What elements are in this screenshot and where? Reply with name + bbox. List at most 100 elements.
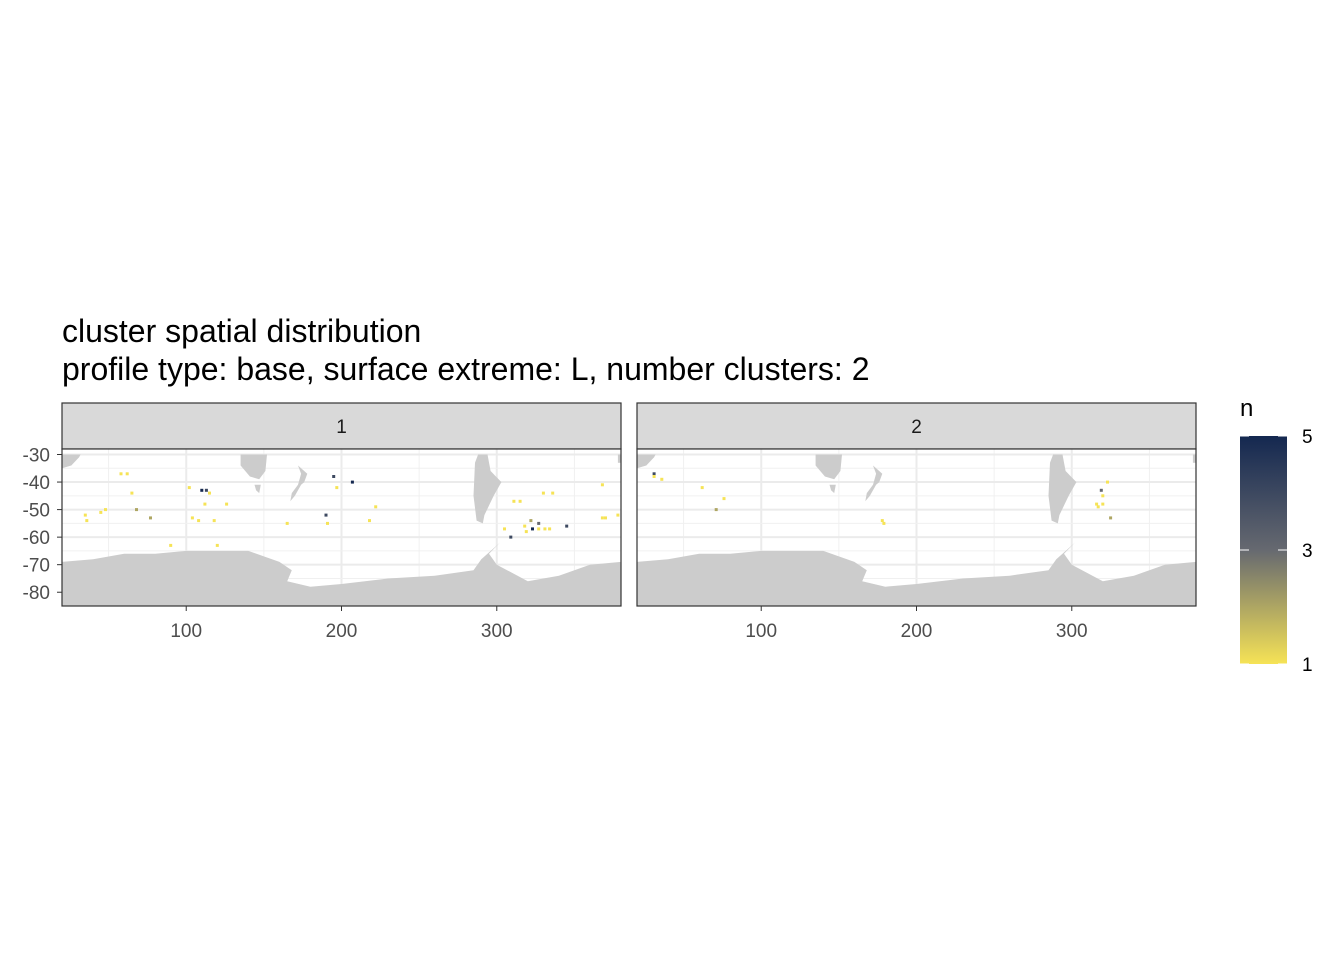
data-cell — [169, 543, 173, 547]
data-cell — [700, 486, 704, 490]
data-cell — [212, 519, 216, 523]
data-cell — [190, 516, 194, 520]
data-cell — [537, 521, 541, 525]
data-cell — [1096, 505, 1100, 509]
data-cell — [714, 508, 718, 512]
data-cell — [1106, 480, 1109, 484]
data-cell — [531, 527, 534, 531]
data-cell — [208, 491, 211, 495]
land-polygon — [1192, 454, 1196, 463]
data-cell — [135, 508, 138, 512]
data-cell — [203, 502, 207, 506]
facet-panel-1: 1 100 200 300 — [61, 402, 622, 642]
data-cell — [882, 521, 886, 525]
data-cell — [104, 508, 107, 512]
land-polygon — [617, 454, 621, 463]
land-polygon — [1048, 454, 1077, 524]
data-cell — [512, 499, 516, 503]
land-polygon — [637, 454, 656, 469]
land-polygon — [290, 465, 308, 502]
data-cell — [324, 513, 328, 517]
data-cell — [524, 530, 528, 534]
data-cell — [600, 516, 604, 520]
data-cell — [225, 502, 229, 506]
chart-subtitle: profile type: base, surface extreme: L, … — [62, 351, 869, 387]
legend-tick-label: 3 — [1302, 541, 1313, 562]
facet-strip-label: 1 — [336, 417, 347, 438]
data-cell — [543, 527, 547, 531]
data-cell — [350, 480, 354, 484]
data-cell — [85, 519, 89, 523]
land-polygon — [815, 454, 842, 480]
data-cell — [1099, 488, 1103, 492]
data-cell — [83, 513, 87, 517]
data-cell — [880, 519, 884, 523]
land-polygon — [62, 542, 621, 606]
x-tick-label: 100 — [170, 621, 202, 642]
x-tick-label: 200 — [901, 621, 933, 642]
land-polygon — [829, 484, 836, 494]
x-tick-label: 200 — [326, 621, 358, 642]
y-tick-label: -40 — [23, 473, 50, 494]
data-cell — [604, 516, 607, 520]
facet-strip-label: 2 — [911, 417, 922, 438]
y-tick-label: -70 — [23, 556, 50, 577]
legend-tick-label: 1 — [1302, 655, 1313, 676]
data-cell — [119, 472, 123, 476]
data-cell — [565, 524, 569, 528]
data-cell — [1109, 516, 1113, 520]
y-tick-label: -60 — [23, 528, 50, 549]
data-cell — [529, 519, 533, 523]
y-axis: -30 -40 -50 -60 -70 -80 — [23, 446, 62, 604]
data-cell — [600, 483, 604, 487]
data-cell — [149, 516, 152, 520]
data-cell — [215, 543, 219, 547]
data-cell — [652, 472, 656, 476]
x-tick-label: 100 — [745, 621, 777, 642]
data-cell — [197, 519, 201, 523]
data-cell — [335, 486, 339, 490]
data-cell — [537, 527, 541, 531]
data-cell — [652, 475, 656, 478]
data-cell — [1101, 502, 1105, 506]
x-tick-label: 300 — [481, 621, 513, 642]
data-cell — [548, 527, 552, 531]
data-cell — [332, 475, 336, 478]
data-cell — [99, 510, 103, 514]
land-polygon — [254, 484, 261, 494]
legend-title: n — [1240, 395, 1253, 422]
data-cell — [374, 505, 378, 509]
data-cell — [518, 499, 522, 503]
data-cell — [125, 472, 129, 476]
data-cell — [368, 519, 371, 523]
legend: n 1 3 5 — [1240, 395, 1313, 676]
y-tick-label: -80 — [23, 583, 50, 604]
land-polygon — [865, 465, 883, 502]
land-polygon — [62, 454, 81, 469]
y-tick-label: -50 — [23, 501, 50, 522]
data-cell — [551, 491, 555, 495]
data-cell — [187, 486, 191, 490]
land-polygon — [637, 542, 1196, 606]
x-tick-label: 300 — [1056, 621, 1088, 642]
data-cell — [130, 491, 134, 495]
data-cell — [616, 513, 620, 517]
land-polygon — [473, 454, 502, 524]
chart-title: cluster spatial distribution — [62, 313, 421, 349]
data-cell — [722, 497, 726, 501]
land-polygon — [240, 454, 267, 480]
data-cell — [285, 521, 289, 525]
data-cell — [541, 491, 545, 495]
data-cell — [523, 524, 527, 528]
legend-tick-label: 5 — [1302, 427, 1313, 448]
data-cell — [509, 535, 513, 539]
y-tick-label: -30 — [23, 446, 50, 467]
data-cell — [660, 477, 664, 481]
data-cell — [1101, 494, 1105, 498]
data-cell — [204, 488, 208, 492]
facet-panel-2: 2 100 200 300 — [636, 402, 1197, 642]
data-cell — [326, 521, 329, 525]
data-cell — [503, 527, 506, 531]
data-cell — [200, 488, 204, 492]
